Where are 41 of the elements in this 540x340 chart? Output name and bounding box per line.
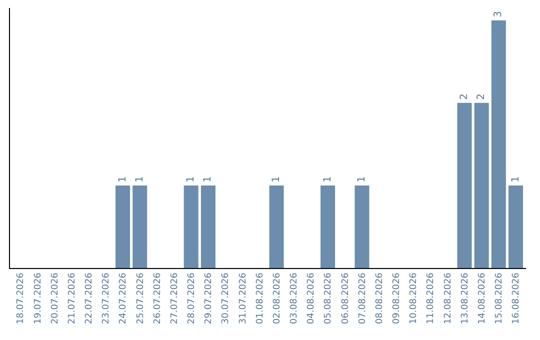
x-tick-label: 26.07.2026 xyxy=(152,272,163,324)
x-tick-label: 12.08.2026 xyxy=(443,272,454,324)
data-label: 2 xyxy=(458,94,470,100)
x-tick-label: 28.07.2026 xyxy=(187,272,198,324)
x-tick-label: 27.07.2026 xyxy=(170,272,180,324)
x-tick-label: 22.07.2026 xyxy=(84,272,95,324)
data-label: 3 xyxy=(493,11,504,18)
data-label: 1 xyxy=(134,176,146,182)
x-tick-label: 13.08.2026 xyxy=(460,272,470,324)
x-tick-label: 19.07.2026 xyxy=(33,272,44,324)
x-tick-label: 14.08.2026 xyxy=(478,272,488,324)
data-label: 1 xyxy=(510,176,522,182)
data-label: 2 xyxy=(476,94,488,100)
x-tick-label: 29.07.2026 xyxy=(204,272,214,324)
x-tick-label: 01.08.2026 xyxy=(255,272,266,324)
x-tick-label: 09.08.2026 xyxy=(392,272,402,324)
x-tick-label: 30.07.2026 xyxy=(221,272,232,324)
data-label: 1 xyxy=(356,176,368,182)
x-tick-label: 03.08.2026 xyxy=(290,272,300,324)
x-tick-label: 05.08.2026 xyxy=(324,272,334,324)
x-tick-label: 16.08.2026 xyxy=(512,272,522,324)
x-tick-label: 25.07.2026 xyxy=(136,272,146,324)
x-tick-label: 20.07.2026 xyxy=(50,272,60,324)
data-label: 1 xyxy=(117,176,128,182)
x-tick-label: 24.07.2026 xyxy=(118,272,129,324)
data-label: 1 xyxy=(186,176,197,182)
x-tick-label: 23.07.2026 xyxy=(102,272,112,324)
x-tick-label: 18.07.2026 xyxy=(16,272,26,324)
x-tick-label: 15.08.2026 xyxy=(494,272,505,324)
x-tick-label: 08.08.2026 xyxy=(374,272,385,324)
x-tick-label: 02.08.2026 xyxy=(272,272,282,324)
x-tick-label: 31.07.2026 xyxy=(238,272,248,324)
data-label: 1 xyxy=(322,176,334,182)
data-label: 1 xyxy=(202,176,214,182)
x-tick-label: 04.08.2026 xyxy=(306,272,317,324)
x-tick-label: 07.08.2026 xyxy=(358,272,368,324)
data-label: 1 xyxy=(271,176,282,182)
x-tick-label: 11.08.2026 xyxy=(426,272,436,324)
x-tick-label: 06.08.2026 xyxy=(340,272,351,324)
x-tick-label: 10.08.2026 xyxy=(409,272,420,324)
x-tick-label: 21.07.2026 xyxy=(67,272,78,324)
